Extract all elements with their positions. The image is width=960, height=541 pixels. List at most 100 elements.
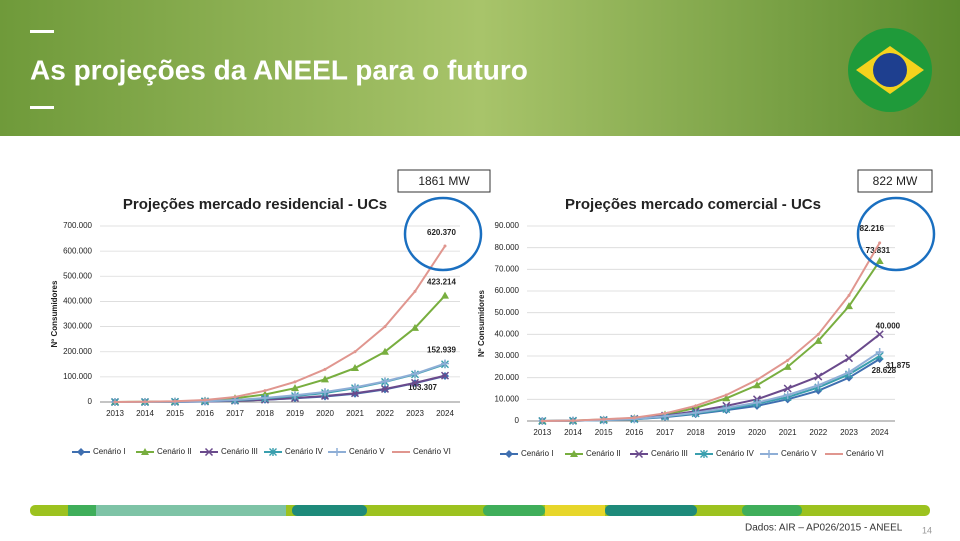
callout-text: 1861 MW — [418, 174, 470, 188]
data-point — [263, 389, 267, 393]
data-point — [875, 257, 884, 265]
y-tick-label: 50.000 — [495, 308, 520, 317]
data-point — [441, 359, 449, 368]
data-point — [113, 400, 117, 404]
x-tick-label: 2023 — [406, 409, 424, 418]
data-point — [786, 358, 790, 362]
data-point — [722, 404, 731, 412]
data-point — [440, 371, 450, 380]
data-point — [571, 419, 575, 423]
data-point — [351, 364, 359, 372]
series-line — [114, 245, 446, 403]
y-tick-label: 100.000 — [63, 372, 92, 381]
y-tick-label: 400.000 — [63, 297, 92, 306]
legend-label: Cenário VI — [846, 449, 884, 458]
y-tick-label: 20.000 — [495, 373, 520, 382]
legend-label: Cenário IV — [285, 447, 323, 456]
y-tick-label: 40.000 — [495, 329, 520, 338]
data-point — [844, 354, 854, 363]
value-label: 73.831 — [866, 246, 891, 255]
data-point — [203, 398, 207, 402]
legend-label: Cenário IV — [716, 449, 754, 458]
y-tick-label: 0 — [515, 416, 520, 425]
x-tick-label: 2022 — [376, 409, 394, 418]
y-tick-label: 300.000 — [63, 322, 92, 331]
legend-label: Cenário II — [157, 447, 192, 456]
x-tick-label: 2021 — [346, 409, 364, 418]
value-label: 28.628 — [872, 366, 897, 375]
data-point — [410, 378, 420, 387]
x-tick-label: 2017 — [656, 428, 674, 437]
legend-marker — [333, 448, 341, 456]
data-point — [173, 399, 177, 403]
legend-label: Cenário III — [221, 447, 258, 456]
series-line — [542, 260, 881, 422]
x-tick-label: 2013 — [533, 428, 551, 437]
header-dash — [30, 106, 54, 109]
data-point — [875, 347, 884, 356]
data-point — [291, 391, 299, 400]
data-point — [814, 381, 823, 390]
x-tick-label: 2020 — [748, 428, 766, 437]
data-point — [381, 347, 389, 355]
data-point — [381, 377, 389, 386]
highlight-circle — [403, 196, 483, 272]
page-number: 14 — [922, 525, 932, 535]
x-tick-label: 2016 — [625, 428, 643, 437]
legend-label: Cenário III — [651, 449, 688, 458]
data-point — [878, 241, 882, 245]
value-label: 40.000 — [876, 321, 901, 330]
data-point — [351, 383, 359, 392]
data-point — [443, 244, 447, 248]
data-point — [753, 398, 761, 407]
data-point — [816, 332, 820, 336]
value-label: 423.214 — [427, 278, 456, 287]
data-point — [783, 391, 792, 399]
data-point — [233, 395, 237, 399]
legend-marker — [765, 450, 773, 458]
y-tick-label: 70.000 — [495, 264, 520, 273]
x-tick-label: 2018 — [256, 409, 274, 418]
data-point — [753, 381, 761, 389]
flag-icon — [848, 28, 932, 112]
data-point — [261, 393, 269, 402]
y-tick-label: 80.000 — [495, 243, 520, 252]
x-tick-label: 2014 — [564, 428, 582, 437]
data-point — [321, 375, 329, 383]
chart: Projeções mercado residencial - UCs Nº Co… — [50, 169, 491, 456]
data-point — [783, 362, 792, 370]
y-tick-label: 600.000 — [63, 246, 92, 255]
x-tick-label: 2016 — [196, 409, 214, 418]
data-point — [411, 323, 419, 331]
legend-marker — [505, 450, 513, 458]
x-tick-label: 2017 — [226, 409, 244, 418]
legend-marker — [141, 448, 149, 455]
data-point — [602, 417, 606, 421]
callout-text: 822 MW — [873, 174, 918, 188]
legend-marker — [700, 450, 708, 458]
legend-marker — [570, 450, 578, 457]
x-tick-label: 2015 — [595, 428, 613, 437]
data-point — [783, 384, 792, 393]
header-banner — [0, 0, 960, 136]
legend-label: Cenário II — [586, 449, 621, 458]
callout-box — [397, 169, 491, 193]
data-point — [875, 330, 884, 339]
legend-label: Cenário VI — [413, 447, 451, 456]
legend-label: Cenário I — [521, 449, 553, 458]
value-label: 82.216 — [860, 224, 885, 233]
data-point — [441, 291, 449, 299]
legend-label: Cenário V — [781, 449, 817, 458]
data-point — [632, 416, 636, 420]
data-point — [724, 393, 728, 397]
footer-stripe — [30, 505, 930, 516]
x-tick-label: 2024 — [871, 428, 889, 437]
data-point — [755, 378, 759, 382]
data-point — [694, 404, 698, 408]
y-tick-label: 500.000 — [63, 271, 92, 280]
series-line — [115, 362, 446, 403]
legend-marker — [634, 449, 644, 459]
value-label: 152.939 — [427, 346, 456, 355]
source-note: Dados: AIR – AP026/2015 - ANEEL — [745, 523, 903, 534]
